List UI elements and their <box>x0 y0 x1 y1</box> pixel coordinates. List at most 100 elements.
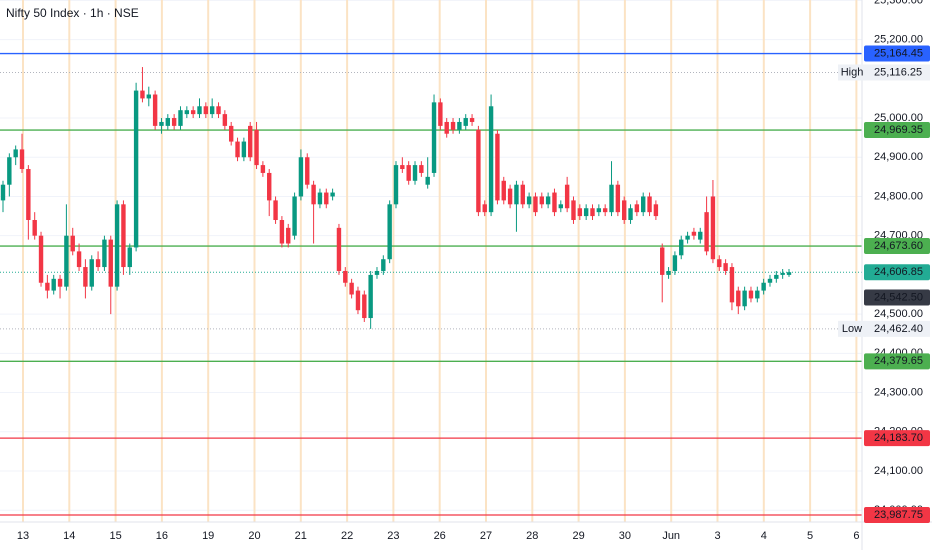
candle-body <box>774 274 779 279</box>
candle-body <box>374 270 380 275</box>
x-tick-label: 23 <box>387 530 399 542</box>
candle-body <box>114 204 120 287</box>
candle-body <box>235 141 240 158</box>
extreme-tag-box <box>838 64 866 81</box>
candle-body <box>248 125 253 158</box>
candle-body <box>748 290 754 299</box>
candle-body <box>469 118 475 122</box>
extreme-tag: High <box>841 66 864 78</box>
candle-body <box>495 133 500 201</box>
level-label: 24,542.50 <box>874 291 923 303</box>
candle-body <box>381 259 386 271</box>
candle-body <box>355 290 361 311</box>
candle-body <box>666 270 671 275</box>
x-tick-label: 16 <box>156 530 168 542</box>
candle-body <box>767 278 773 283</box>
level-label: 25,164.45 <box>874 47 923 59</box>
y-tick-label: 24,500.00 <box>874 308 923 320</box>
price-axis: 25,300.00 25,200.00 25,000.00 24,900.00 24,8… <box>17 0 930 542</box>
candle-body <box>609 184 614 213</box>
candle-body <box>140 90 145 99</box>
x-tick-label: 19 <box>202 530 214 542</box>
candle-body <box>564 184 570 209</box>
candle-body <box>311 184 316 205</box>
candle-body <box>127 247 132 268</box>
candle-body <box>324 192 329 205</box>
candle-body <box>241 141 247 158</box>
candle-body <box>590 208 595 217</box>
x-tick-label: 3 <box>714 530 720 542</box>
x-tick-label: 30 <box>619 530 631 542</box>
candle-body <box>76 251 82 268</box>
x-tick-label: 27 <box>480 530 492 542</box>
candle-body <box>533 196 538 213</box>
candle-body <box>450 121 456 130</box>
candle-body <box>197 106 202 115</box>
candle-body <box>305 157 310 185</box>
candle-body <box>444 121 449 134</box>
extreme-label: 25,116.25 <box>874 66 922 78</box>
candle-body <box>70 235 75 252</box>
extreme-label-box <box>864 64 930 81</box>
candle-body <box>602 208 608 213</box>
x-tick-label: 15 <box>109 530 121 542</box>
candle-body <box>317 192 323 205</box>
candle-body <box>298 157 304 197</box>
candle-body <box>723 263 728 271</box>
candle-body <box>292 196 297 236</box>
candle-body <box>209 106 215 115</box>
candle-body <box>596 208 602 213</box>
candle-body <box>679 239 684 256</box>
y-tick-label: 25,200.00 <box>874 34 923 46</box>
level-label: 24,379.65 <box>874 355 923 367</box>
candle-body <box>133 90 139 248</box>
candle-body <box>780 272 785 275</box>
candle-body <box>457 121 462 130</box>
candle-body <box>368 274 373 319</box>
candle-body <box>51 278 56 291</box>
candle-body <box>672 255 678 271</box>
candle-body <box>742 290 747 307</box>
y-tick-label: 24,800.00 <box>874 190 923 202</box>
candle-body <box>146 94 151 99</box>
candle-body <box>558 204 564 209</box>
candle-body <box>102 239 107 268</box>
grid <box>0 0 862 522</box>
candle-body <box>89 259 94 287</box>
candle-body <box>786 272 792 275</box>
candle-body <box>482 204 487 213</box>
level-label-box <box>864 238 930 255</box>
candle-body <box>406 165 411 181</box>
candle-body <box>438 102 443 126</box>
level-label: 24,183.70 <box>874 432 923 444</box>
candle-body <box>698 231 703 240</box>
x-tick-label: 21 <box>295 530 307 542</box>
level-label-box <box>864 507 930 523</box>
candle-body <box>95 259 101 268</box>
candle-body <box>710 196 716 260</box>
level-label-box <box>864 353 930 370</box>
candle-body <box>736 290 741 307</box>
candle-body <box>419 165 424 173</box>
extreme-label: 24,462.40 <box>874 323 923 335</box>
x-tick-label: 20 <box>248 530 260 542</box>
candle-body <box>32 220 37 236</box>
candle-body <box>362 294 367 319</box>
candle-body <box>488 106 494 213</box>
candle-body <box>621 200 627 220</box>
candle-body <box>45 282 50 291</box>
candle-body <box>83 267 88 287</box>
candle-body <box>108 239 113 287</box>
candle-body <box>634 204 640 213</box>
candle-body <box>526 196 532 205</box>
x-tick-label: 26 <box>434 530 446 542</box>
level-label-box <box>864 45 930 62</box>
candle-body <box>64 235 69 287</box>
x-tick-label: 13 <box>17 530 29 542</box>
candle-body <box>279 220 285 244</box>
extreme-label-box <box>864 320 930 337</box>
candle-body <box>38 235 44 283</box>
chart-title: Nifty 50 Index · 1h · NSE <box>6 6 139 20</box>
